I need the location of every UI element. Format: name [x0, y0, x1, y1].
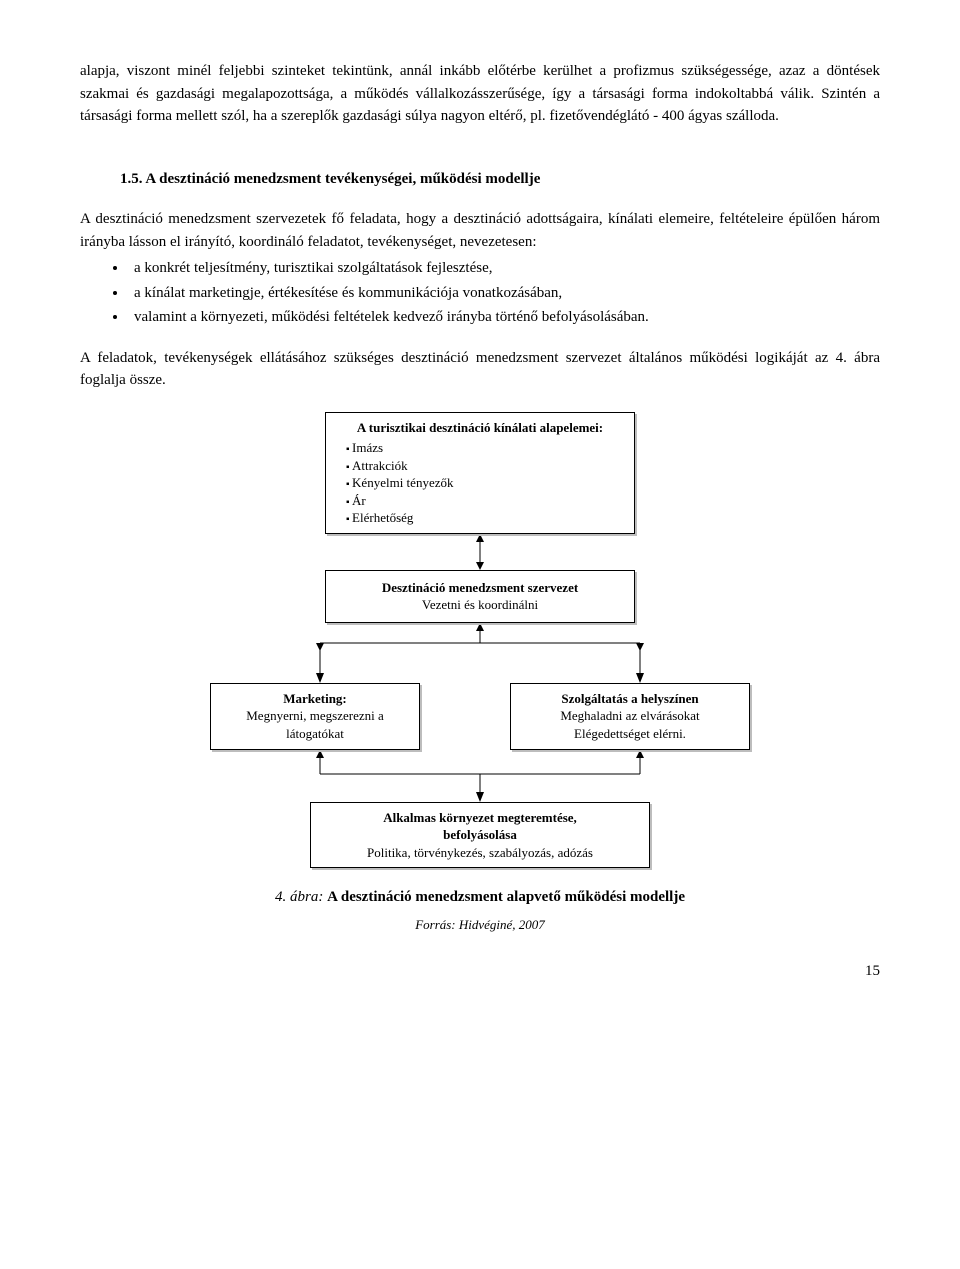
flow-diagram: A turisztikai desztináció kínálati alape… — [140, 412, 820, 869]
list-item: Elérhetőség — [346, 509, 624, 527]
list-item: Ár — [346, 492, 624, 510]
figure-number: 4. ábra: — [275, 889, 323, 905]
intro-paragraph: alapja, viszont minél feljebbi szinteket… — [80, 60, 880, 128]
page-number: 15 — [80, 960, 880, 983]
box-line: Meghaladni az elvárásokat — [521, 707, 739, 725]
connector-merge-icon — [250, 750, 710, 802]
box-line: Politika, törvénykezés, szabályozás, adó… — [321, 844, 639, 862]
list-item: valamint a környezeti, működési feltétel… — [128, 306, 880, 329]
box-title: Alkalmas környezet megteremtése, — [321, 809, 639, 827]
box-title: Marketing: — [221, 690, 409, 708]
box-title: A turisztikai desztináció kínálati alape… — [336, 419, 624, 437]
box-title: befolyásolása — [321, 826, 639, 844]
figure-source: Forrás: Hidvéginé, 2007 — [80, 915, 880, 935]
box-line: Elégedettséget elérni. — [521, 725, 739, 743]
box-subtitle: Vezetni és koordinálni — [336, 596, 624, 614]
section-heading-1-5: 1.5. A desztináció menedzsment tevékenys… — [120, 168, 880, 191]
list-item: Attrakciók — [346, 457, 624, 475]
box-title: Desztináció menedzsment szervezet — [336, 579, 624, 597]
diagram-box-dmo: Desztináció menedzsment szervezet Vezetn… — [325, 570, 635, 623]
figure-lead-paragraph: A feladatok, tevékenységek ellátásához s… — [80, 347, 880, 392]
figure-caption: 4. ábra: A desztináció menedzsment alapv… — [80, 886, 880, 909]
diagram-box-marketing: Marketing: Megnyerni, megszerezni a láto… — [210, 683, 420, 750]
figure-title: A desztináció menedzsment alapvető működ… — [327, 889, 685, 905]
diagram-box-offer-elements: A turisztikai desztináció kínálati alape… — [325, 412, 635, 534]
diagram-box-service: Szolgáltatás a helyszínen Meghaladni az … — [510, 683, 750, 750]
connector-bi-arrow-icon — [470, 534, 490, 570]
box-item-list: Imázs Attrakciók Kényelmi tényezők Ár El… — [346, 439, 624, 527]
box-line: látogatókat — [221, 725, 409, 743]
list-item: Imázs — [346, 439, 624, 457]
list-item: a konkrét teljesítmény, turisztikai szol… — [128, 257, 880, 280]
list-item: a kínálat marketingje, értékesítése és k… — [128, 282, 880, 305]
connector-branch-icon — [250, 623, 710, 683]
diagram-box-environment: Alkalmas környezet megteremtése, befolyá… — [310, 802, 650, 869]
diagram-row-branches: Marketing: Megnyerni, megszerezni a láto… — [140, 683, 820, 750]
task-bullet-list: a konkrét teljesítmény, turisztikai szol… — [106, 257, 880, 329]
box-line: Megnyerni, megszerezni a — [221, 707, 409, 725]
list-item: Kényelmi tényezők — [346, 474, 624, 492]
box-title: Szolgáltatás a helyszínen — [521, 690, 739, 708]
lead-paragraph: A desztináció menedzsment szervezetek fő… — [80, 208, 880, 253]
